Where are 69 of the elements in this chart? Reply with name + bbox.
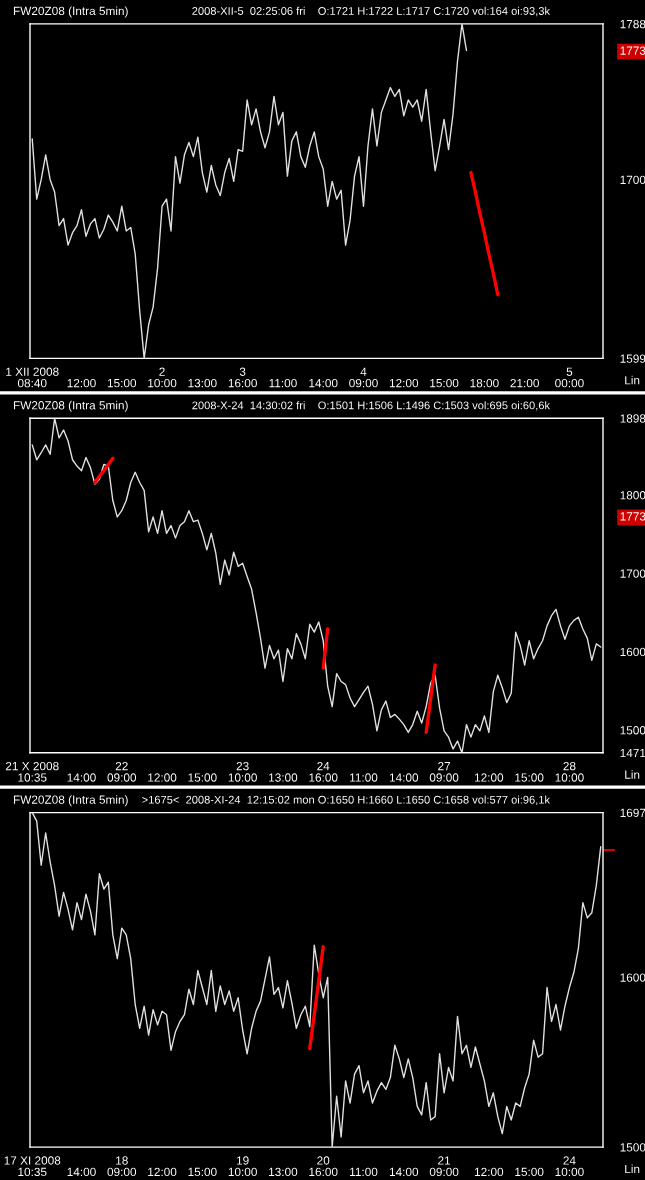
x-tick-label: 14:00 (67, 773, 96, 782)
y-tick-label: 1898 (620, 414, 645, 423)
x-tick-label: 24 10:00 (555, 1156, 584, 1177)
line-series (31, 418, 602, 753)
y-tick-label: 1500 (620, 1143, 645, 1152)
x-tick-label: 12:00 (148, 1167, 177, 1177)
y-tick-label: 1697 (620, 808, 645, 818)
x-tick-label: 23 10:00 (228, 761, 257, 782)
x-tick-label: 15:00 (515, 1167, 544, 1177)
x-tick-label: 1 XII 2008 08:40 (6, 367, 59, 388)
x-tick-label: 11:00 (350, 773, 378, 782)
x-tick-label: 12:00 (148, 773, 177, 782)
x-tick-label: 15:00 (430, 378, 459, 388)
x-tick-label: 20 16:00 (309, 1156, 338, 1177)
line-series (31, 812, 602, 1148)
chart-subtitle: 2008-X-24 14:30:02 fri O:1501 H:1506 L:1496 C:1503 vol:695 oi:60,6k (192, 401, 551, 411)
text: Lin (625, 375, 640, 385)
chart-subtitle: 2008-XII-5 02:25:06 fri O:1721 H:1722 L:1717 C:1720 vol:164 oi:93,3k (192, 6, 551, 17)
x-tick-label: 15:00 (515, 773, 544, 782)
x-tick-label: 17 XI 2008 10:35 (4, 1156, 61, 1177)
x-tick-label: 21:00 (510, 378, 539, 388)
x-tick-label: 13:00 (188, 378, 217, 388)
x-tick-label: 3 16:00 (228, 367, 257, 388)
x-tick-label: 11:00 (350, 1167, 378, 1177)
y-tick-label: 1773 (620, 46, 645, 55)
x-tick-label: 12:00 (389, 378, 419, 388)
line-series (469, 170, 500, 297)
y-tick-label: 1800 (620, 491, 645, 500)
x-tick-label: 14:00 (309, 378, 338, 388)
text: Lin (625, 770, 640, 779)
x-tick-label: 12:00 (474, 1167, 504, 1177)
x-tick-label: 2 10:00 (148, 367, 177, 388)
y-tick-label: 1700 (620, 569, 645, 578)
y-tick-label: 1471 (620, 748, 645, 758)
x-tick-label: 18:00 (470, 378, 499, 388)
x-tick-label: 15:00 (188, 1167, 217, 1177)
y-tick-label: 1600 (620, 647, 645, 657)
x-tick-label: 5 00:00 (555, 367, 584, 388)
y-tick-label: 1600 (620, 973, 645, 982)
x-tick-label: 15:00 (107, 378, 137, 388)
x-tick-label: 15:00 (188, 773, 217, 782)
x-tick-label: 13:00 (269, 1167, 298, 1177)
chart-subtitle: >1675< 2008-XI-24 12:15:02 mon O:1650 H:1660 L:1650 C:1658 vol:577 oi:96,1k (142, 795, 551, 805)
x-tick-label: 27 09:00 (429, 761, 459, 782)
y-tick-label: 1599 (620, 354, 645, 363)
x-tick-label: 4 09:00 (349, 367, 378, 388)
chart-title: FW20Z08 (Intra 5min) (13, 795, 128, 807)
y-tick-label: 1788 (620, 19, 645, 29)
x-tick-label: 14:00 (67, 1167, 96, 1177)
y-tick-label: 1773 (620, 512, 645, 521)
x-tick-label: 21 09:00 (429, 1156, 459, 1177)
y-tick-label: 1700 (620, 175, 645, 185)
text: Lin (625, 1164, 640, 1174)
x-tick-label: 21 X 2008 10:35 (5, 761, 59, 782)
x-tick-label: 18 09:00 (107, 1156, 137, 1177)
chart-title: FW20Z08 (Intra 5min) (13, 400, 128, 412)
x-tick-label: 19 10:00 (228, 1156, 257, 1177)
y-tick-label: 1500 (620, 726, 645, 735)
x-tick-label: 14:00 (389, 773, 419, 782)
chart-title: FW20Z08 (Intra 5min) (13, 6, 128, 18)
x-tick-label: 28 10:00 (555, 761, 584, 782)
x-tick-label: 11:00 (269, 378, 297, 388)
x-tick-label: 12:00 (67, 378, 96, 388)
x-tick-label: 13:00 (269, 773, 298, 782)
x-tick-label: 14:00 (389, 1167, 419, 1177)
x-tick-label: 24 16:00 (309, 761, 338, 782)
line-series (308, 945, 325, 1051)
x-tick-label: 12:00 (474, 773, 504, 782)
x-tick-label: 22 09:00 (107, 761, 137, 782)
